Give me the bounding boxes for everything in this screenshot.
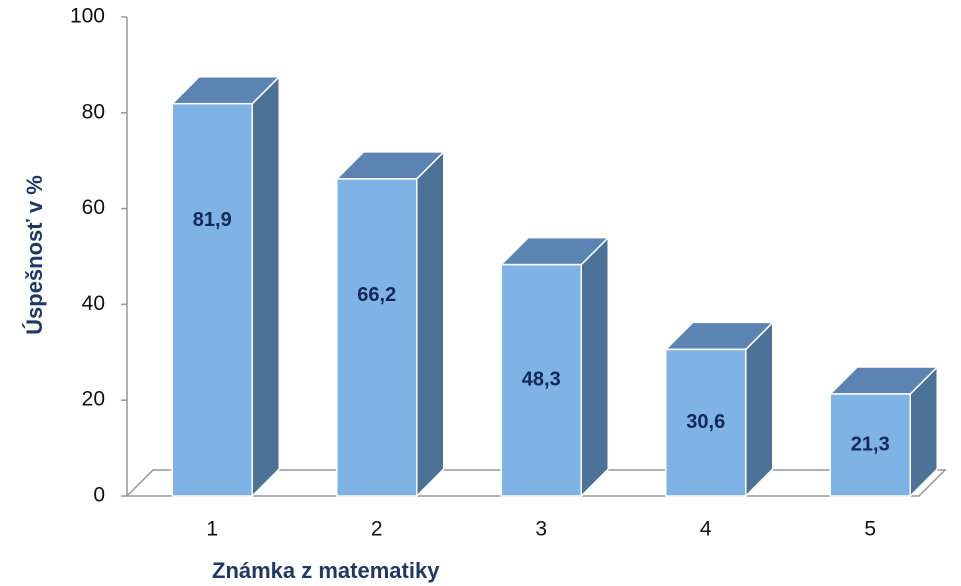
value-label: 66,2 <box>357 284 396 306</box>
bar <box>829 393 911 497</box>
x-axis-label: Známka z matematiky <box>212 558 440 583</box>
value-label: 48,3 <box>522 369 561 391</box>
y-tick-label: 100 <box>70 5 105 28</box>
bar-side <box>251 74 280 498</box>
x-tick-label: 4 <box>700 518 712 541</box>
floor <box>125 469 947 497</box>
bar <box>500 263 582 497</box>
value-label: 81,9 <box>193 209 232 231</box>
bar <box>665 348 747 497</box>
x-tick-label: 5 <box>864 518 876 541</box>
bar <box>171 102 253 497</box>
y-tick-label: 0 <box>93 484 105 507</box>
y-axis-label: Úspešnosť v % <box>22 175 47 335</box>
x-tick-label: 3 <box>535 518 547 541</box>
value-label: 21,3 <box>851 433 890 455</box>
y-tick-label: 40 <box>82 292 105 315</box>
value-label: 30,6 <box>686 411 725 433</box>
bar <box>336 178 418 497</box>
bar-side <box>580 235 609 498</box>
x-tick-label: 1 <box>206 518 218 541</box>
x-tick-label: 2 <box>371 518 383 541</box>
bar-side <box>416 150 445 498</box>
bar-side <box>745 320 774 498</box>
y-tick-label: 80 <box>82 100 105 123</box>
y-tick-label: 60 <box>82 196 105 219</box>
y-tick-label: 20 <box>82 388 105 411</box>
